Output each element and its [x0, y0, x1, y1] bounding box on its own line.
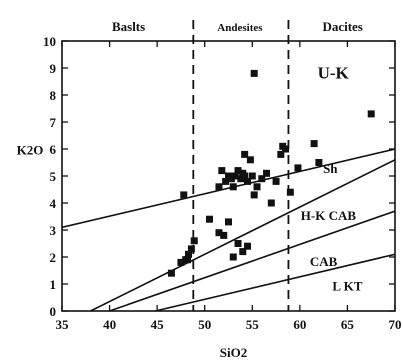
region-label: Baslts — [112, 19, 145, 34]
x-tick-label: 35 — [56, 317, 70, 332]
data-point — [229, 253, 237, 261]
data-point — [277, 150, 285, 158]
data-point — [231, 172, 239, 180]
data-point — [225, 218, 232, 226]
y-tick-label: 2 — [50, 250, 57, 265]
data-point — [185, 250, 193, 258]
boundary-line — [90, 159, 395, 311]
y-axis-label: K2O — [17, 142, 44, 157]
data-point — [246, 156, 254, 164]
x-tick-label: 55 — [246, 317, 260, 332]
y-tick-label: 6 — [50, 142, 57, 157]
data-point — [267, 199, 275, 207]
data-point — [250, 191, 258, 199]
y-tick-label: 0 — [50, 304, 57, 319]
x-tick-label: 60 — [293, 317, 306, 332]
data-point — [234, 240, 242, 247]
data-point — [220, 231, 228, 239]
divider-lines — [192, 20, 290, 311]
x-tick-label: 45 — [151, 317, 165, 332]
y-tick-label: 5 — [50, 169, 57, 184]
data-points — [167, 69, 375, 277]
data-point — [310, 140, 318, 148]
data-point — [367, 110, 375, 118]
data-point — [218, 167, 226, 175]
data-point — [167, 269, 175, 277]
data-point — [177, 258, 185, 266]
y-tick-label: 3 — [50, 223, 57, 238]
data-point — [184, 256, 192, 264]
data-point — [239, 248, 247, 256]
x-tick-label: 70 — [389, 317, 402, 332]
data-point — [253, 183, 261, 191]
field-label: CAB — [310, 254, 338, 269]
field-label: Sh — [323, 161, 338, 176]
field-label: L KT — [332, 278, 362, 293]
data-point — [229, 183, 237, 191]
data-point — [241, 172, 249, 180]
data-point — [282, 145, 290, 153]
data-point — [215, 229, 223, 237]
data-point — [272, 177, 280, 185]
data-point — [187, 245, 195, 253]
y-tick-label: 10 — [43, 34, 56, 49]
boundary-line — [62, 148, 395, 229]
region-label: Andesites — [217, 22, 263, 34]
data-point — [263, 169, 271, 177]
y-tick-label: 4 — [50, 196, 57, 211]
data-point — [222, 177, 230, 185]
data-point — [227, 175, 235, 183]
data-point — [294, 164, 302, 172]
x-axis-label: SiO2 — [220, 345, 247, 360]
boundary-line — [109, 210, 395, 311]
data-point — [237, 175, 245, 183]
y-tick-label: 8 — [50, 88, 57, 103]
field-label: U-K — [318, 63, 350, 82]
field-label: H-K CAB — [301, 208, 357, 223]
y-tick-label: 1 — [50, 277, 57, 292]
y-tick-label: 7 — [50, 115, 57, 130]
x-tick-label: 65 — [341, 317, 355, 332]
region-label: Dacites — [322, 19, 362, 34]
classification-lines — [62, 148, 395, 311]
data-point — [250, 69, 258, 77]
x-tick-label: 50 — [198, 317, 211, 332]
data-point — [241, 150, 249, 158]
chart-labels: Baslts Andesites Dacites U-K Sh H-K CAB CAB L K… — [112, 19, 363, 293]
data-point — [205, 215, 213, 223]
data-point — [234, 167, 242, 175]
data-point — [244, 177, 252, 185]
boundary-line — [155, 253, 395, 311]
data-point — [315, 159, 323, 166]
x-tick-label: 40 — [103, 317, 116, 332]
data-point — [258, 175, 266, 183]
data-point — [244, 242, 252, 250]
data-point — [190, 237, 198, 245]
data-point — [286, 188, 294, 196]
data-point — [215, 183, 223, 191]
data-point — [248, 172, 256, 180]
data-point — [180, 191, 188, 199]
y-tick-label: 9 — [50, 61, 57, 76]
